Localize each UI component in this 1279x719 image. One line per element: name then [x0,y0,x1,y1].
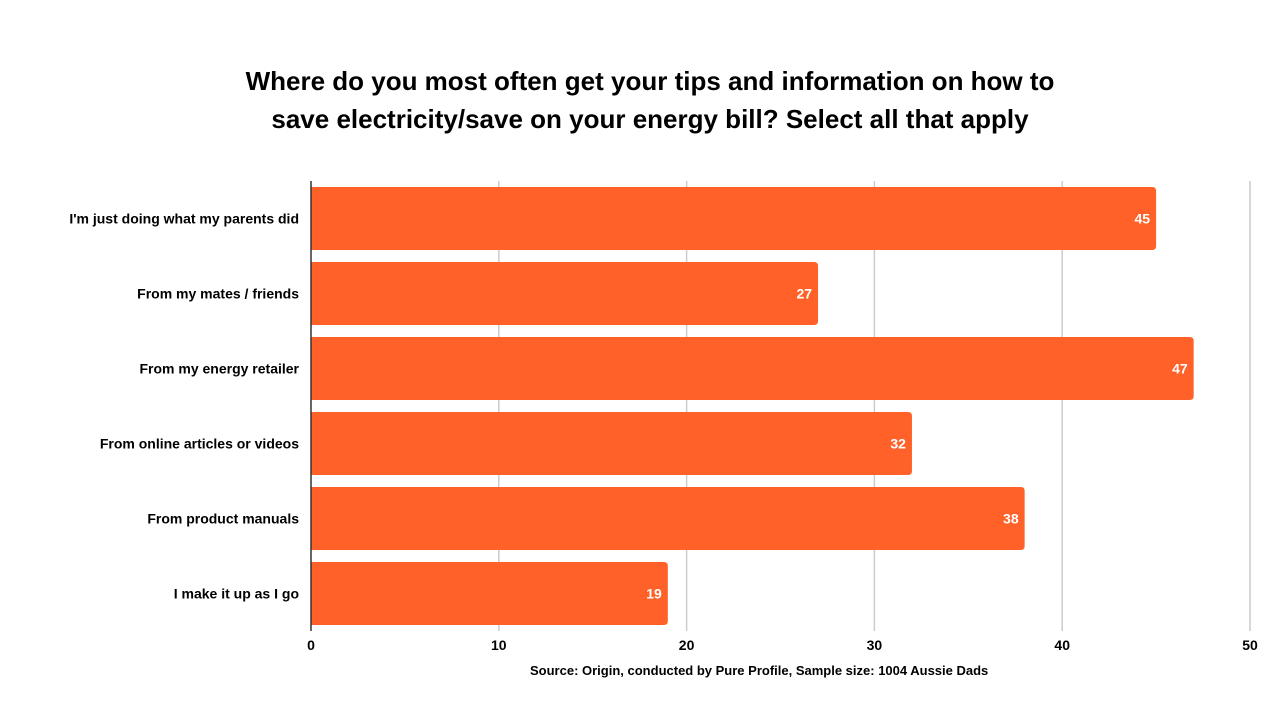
category-label: From online articles or videos [100,436,299,452]
bar-value-label: 19 [646,586,662,602]
bar [311,412,912,475]
x-tick-label: 0 [307,637,315,653]
bar-value-label: 47 [1172,361,1188,377]
x-tick-label: 30 [867,637,883,653]
chart-title: Where do you most often get your tips an… [100,62,1200,138]
category-label: From product manuals [147,511,299,527]
bar-value-label: 27 [796,286,812,302]
x-tick-label: 50 [1242,637,1258,653]
bar-value-label: 32 [890,436,906,452]
x-tick-label: 20 [679,637,695,653]
x-tick-label: 40 [1054,637,1070,653]
chart-title-line-1: Where do you most often get your tips an… [245,66,1055,96]
x-tick-label: 10 [491,637,507,653]
category-label: From my energy retailer [139,361,299,377]
bar [311,187,1157,250]
category-label: I make it up as I go [174,586,299,602]
source-note: Source: Origin, conducted by Pure Profil… [530,663,989,678]
category-label: I'm just doing what my parents did [69,211,299,227]
bar-value-label: 45 [1135,211,1151,227]
bar [311,337,1194,400]
chart-title-line-2: save electricity/save on your energy bil… [271,104,1029,134]
bar [311,262,819,325]
category-label: From my mates / friends [137,286,299,302]
bar [311,487,1025,550]
bar-value-label: 38 [1003,511,1019,527]
bar [311,562,668,625]
